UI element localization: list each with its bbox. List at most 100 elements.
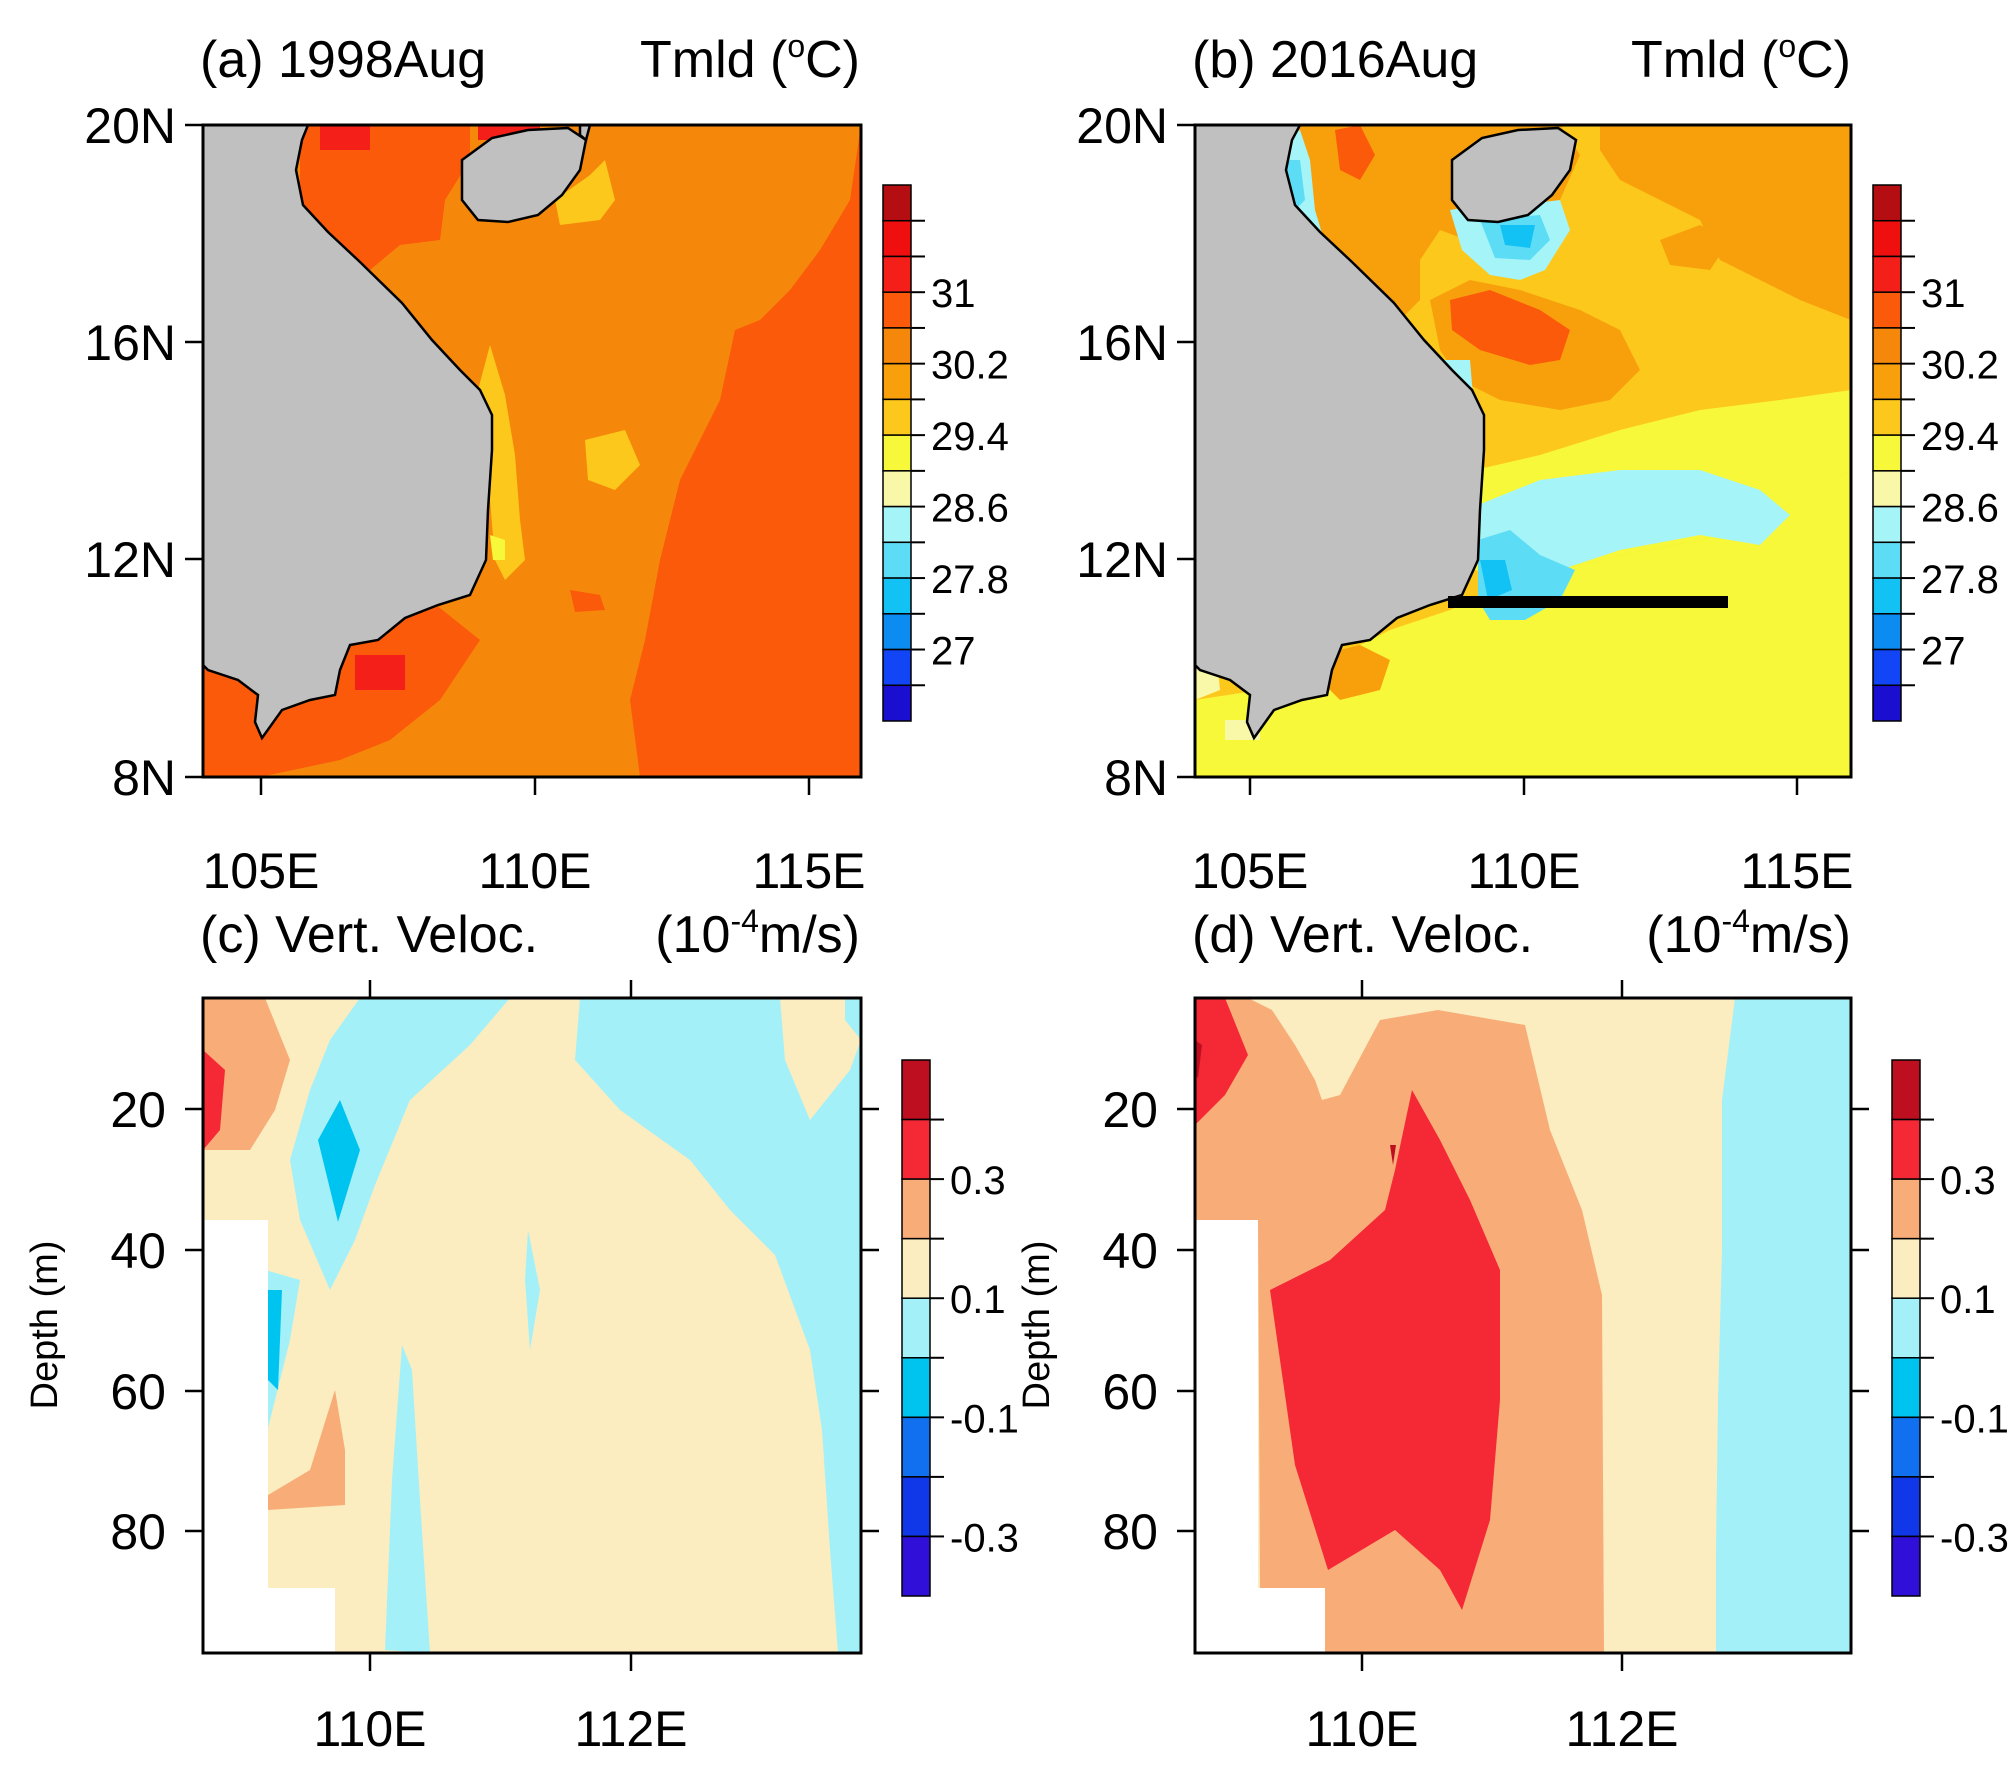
panel-b-orange-islet-2 [1770,205,1830,250]
panel-b-colorbar-box-9 [1872,362,1902,401]
panel-c-up-west [203,998,290,1150]
panel-d-colorbar-box-5 [1891,1237,1921,1299]
panel-c-title-left: (c) Vert. Veloc. [200,906,538,964]
panel-a-light-spot [490,535,505,560]
panel-a-ticks [185,123,811,795]
panel-c-ytick-40: 40 [110,1223,166,1279]
panel-b-title-unit: C [1796,31,1834,89]
panel-d-ytick-80: 80 [1102,1504,1158,1560]
panel-d-colorbar-box-8 [1891,1059,1921,1121]
panel-a-colorbar-label: 29.4 [931,415,1009,459]
panel-b-cool-deep [1480,560,1512,600]
panel-d-xtick-112e: 112E [1565,1701,1678,1757]
panel-a-colorbar-box-5 [882,505,912,544]
panel-c-title-post: m/s) [759,906,860,964]
panel-b-colorbar-label: 29.4 [1921,415,1999,459]
panel-c-ytick-20: 20 [110,1082,166,1138]
panel-c-colorbar-box-5 [901,1237,931,1299]
panel-b-warm-north [1335,125,1375,180]
panel-d-missing-lower [1195,1588,1325,1653]
panel-a-title-left: (a) 1998Aug [200,31,486,89]
panel-c-colorbar-label: -0.3 [950,1516,1019,1560]
panel-d-colorbar-label: 0.1 [1940,1278,1996,1322]
panel-c-down-east-2 [845,998,861,1040]
panel-a-warm-islet [570,590,605,612]
panel-d-colorbar-label: -0.1 [1940,1397,2009,1441]
panel-d-colorbar-box-0 [1891,1535,1921,1597]
panel-d-down-east [1716,998,1851,1653]
panel-d: (d) Vert. Veloc. (10-4m/s) Depth (m) 20 … [1016,903,2009,1757]
panel-a-warm-coast-south [203,600,480,777]
panel-d-up-core [1270,1090,1500,1610]
panel-c-down-core [318,1100,360,1222]
panel-d-title-left: (d) Vert. Veloc. [1192,906,1533,964]
panel-c: (c) Vert. Veloc. (10-4m/s) Depth (m) [24,903,1019,1757]
panel-c-ytick-60: 60 [110,1364,166,1420]
panel-b-orange-islet-1 [1660,225,1730,270]
panel-a-colorbar-label: 27.8 [931,558,1009,602]
panel-d-colorbar-box-7 [1891,1118,1921,1180]
panel-b-ticks [1177,123,1799,795]
panel-d-title-sup: -4 [1721,903,1749,939]
panel-c-colorbar-box-6 [901,1178,931,1240]
panel-a-title-close: ) [843,31,860,89]
panel-a-colorbar-box-9 [882,362,912,401]
panel-c-title-right: (10-4m/s) [655,903,860,964]
panel-a-yellow-coast [478,345,525,580]
panel-c-up-west-core [203,1050,225,1150]
panel-d-colorbar-label: 0.3 [1940,1159,1996,1203]
panel-d-frame [1193,996,1853,1655]
panel-c-missing-upper [203,1220,268,1588]
panel-c-colorbar-box-1 [901,1476,931,1538]
panel-b-colorbar: 27 27.8 28.6 29.4 30.2 31 [1872,184,1999,722]
panel-c-ytick-80: 80 [110,1504,166,1560]
panel-c-colorbar: -0.3 -0.1 0.1 0.3 [901,1059,1019,1597]
panel-a-colorbar-box-11 [882,291,912,329]
panel-b-warm-blob [1450,290,1570,365]
panel-c-down-small [525,1230,540,1350]
panel-a-frame [201,123,863,779]
panel-d-colorbar-box-1 [1891,1476,1921,1538]
panel-b-title-close: ) [1834,31,1851,89]
panel-c-colorbar-box-8 [901,1059,931,1121]
panel-b-colorbar-label: 27 [1921,630,1966,674]
panel-c-colorbar-label: 0.3 [950,1159,1006,1203]
panel-a-xtick-105e: 105E [203,843,320,899]
panel-d-ytick-20: 20 [1102,1082,1158,1138]
panel-a-colorbar-box-14 [882,184,912,222]
panel-d-title-pre: (10 [1646,906,1721,964]
panel-b-ytick-16n: 16N [1076,315,1168,371]
panel-b-vietnam [1195,125,1486,741]
panel-b-xtick-115e: 115E [1740,843,1853,899]
panel-b-colorbar-box-3 [1872,577,1902,615]
panel-a-yellow-hainan [555,160,615,225]
panel-d-ticks [1177,980,1869,1671]
panel-d-ylabel: Depth (m) [1016,1241,1058,1410]
panel-d-missing-upper [1195,1220,1258,1588]
panel-d-colorbar-box-2 [1891,1416,1921,1478]
panel-a-colorbar-box-13 [882,219,912,258]
panel-a-colorbar-box-7 [882,434,912,472]
panel-a-nw-land [578,125,592,143]
panel-a: (a) 1998Aug Tmld (oC) 20N 16N [84,28,1009,899]
panel-b-orange-east [1600,125,1851,320]
panel-c-down-east [575,998,861,1653]
panel-c-colorbar-box-4 [901,1297,931,1359]
panel-a-title-sup: o [787,28,805,64]
panel-c-title-pre: (10 [655,906,730,964]
panel-a-hot-spot-1 [355,655,405,690]
panel-b-colorbar-box-6 [1872,470,1902,508]
panel-d-colorbar: -0.3 -0.1 0.1 0.3 [1891,1059,2009,1597]
panel-b-ytick-8n: 8N [1104,750,1168,806]
panel-c-colorbar-box-2 [901,1416,931,1478]
panel-b-hainan [1450,126,1578,224]
panel-b-colorbar-box-2 [1872,613,1902,651]
panel-a-colorbar-box-4 [882,541,912,579]
panel-a-warm-east [630,125,861,777]
panel-b-colorbar-label: 30.2 [1921,344,1999,388]
panel-a-colorbar-label: 30.2 [931,344,1009,388]
panel-d-title-right: (10-4m/s) [1646,903,1851,964]
panel-a-colorbar-label: 31 [931,272,976,316]
panel-a-land [203,125,592,741]
panel-d-field [1195,998,1851,1653]
